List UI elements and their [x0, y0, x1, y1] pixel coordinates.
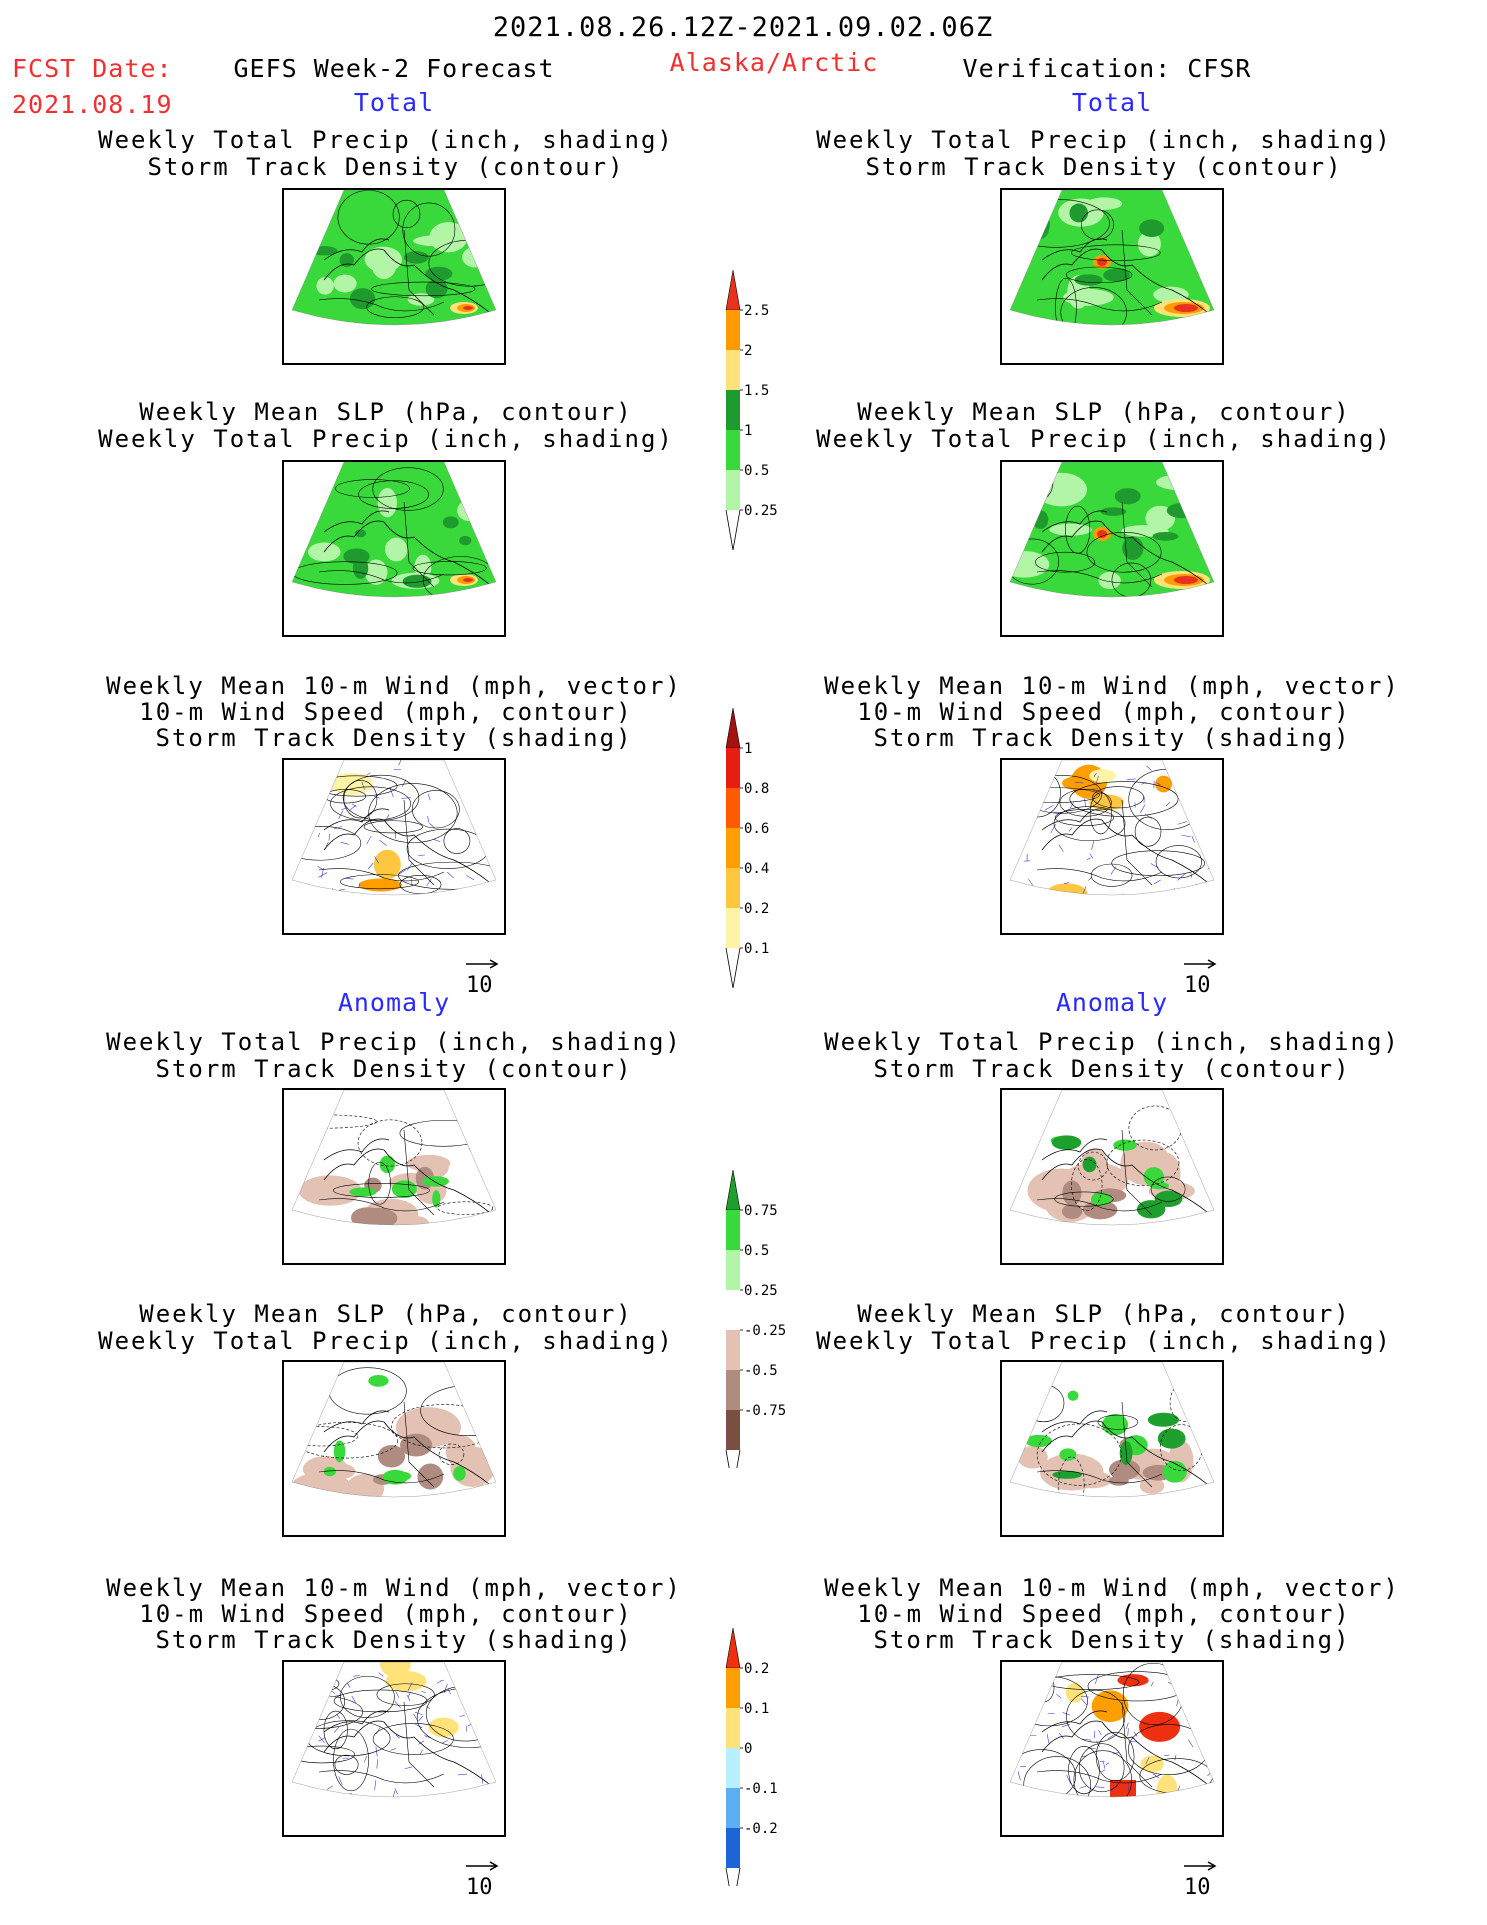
colorbar-tick-label: 0.5: [744, 463, 769, 479]
map-forecast-wind-track: [282, 758, 506, 935]
title-r3-c: Storm Track Density (shading): [873, 724, 1351, 752]
colorbar-tick-label: 0.5: [744, 1243, 769, 1259]
title-r5-a: Weekly Mean SLP (hPa, contour): [857, 1300, 1351, 1328]
title-l3-c: Storm Track Density (shading): [155, 724, 633, 752]
section-total-left: Total: [353, 88, 435, 117]
vector-ref-l3: 10: [466, 959, 499, 998]
title-r1-b: Storm Track Density (contour): [865, 153, 1343, 181]
colorbar-tick-label: -0.75: [744, 1403, 786, 1419]
section-anomaly-left: Anomaly: [337, 988, 451, 1017]
map-forecast-slp-precip: [282, 460, 506, 637]
colorbar-precip-total: 2.5 2 1.5 1 0.5 0.25: [725, 269, 778, 551]
fcst-date-value: 2021.08.19: [12, 90, 173, 119]
title-r2-b: Weekly Total Precip (inch, shading): [816, 425, 1392, 453]
colorbar-tick-label: 2.5: [744, 303, 769, 319]
title-l2-a: Weekly Mean SLP (hPa, contour): [139, 398, 633, 426]
map-verif-wind-anom: [1000, 1660, 1224, 1837]
title-l3-a: Weekly Mean 10-m Wind (mph, vector): [106, 672, 682, 700]
title-l3-b: 10-m Wind Speed (mph, contour): [139, 698, 633, 726]
colorbar-track-total: 1 0.8 0.6 0.4 0.2 0.1: [725, 707, 769, 989]
vector-ref-label: 10: [1184, 973, 1211, 998]
vector-ref-label: 10: [1184, 1875, 1211, 1900]
title-r5-b: Weekly Total Precip (inch, shading): [816, 1327, 1392, 1355]
region-title: Alaska/Arctic: [669, 48, 879, 77]
title-l1-a: Weekly Total Precip (inch, shading): [98, 126, 674, 154]
colorbar-tick-label: 0.25: [744, 1283, 778, 1299]
map-forecast-slp-anom: [282, 1360, 506, 1537]
map-verif-precip-track: [1000, 188, 1224, 365]
colorbar-tick-label: -0.2: [744, 1821, 778, 1837]
title-r2-a: Weekly Mean SLP (hPa, contour): [857, 398, 1351, 426]
map-verif-wind-track: [1000, 758, 1224, 935]
colorbar-tick-label: 0.2: [744, 901, 769, 917]
map-forecast-wind-anom: [282, 1660, 506, 1837]
colorbar-tick-label: -0.1: [744, 1781, 778, 1797]
colorbar-tick-label: 0.2: [744, 1661, 769, 1677]
map-verif-precip-anom: [1000, 1088, 1224, 1265]
title-r6-c: Storm Track Density (shading): [873, 1626, 1351, 1654]
vector-ref-r3: 10: [1184, 959, 1217, 998]
map-verif-slp-precip: [1000, 460, 1224, 637]
fcst-date-label: FCST Date:: [12, 54, 173, 83]
title-r4-a: Weekly Total Precip (inch, shading): [824, 1028, 1400, 1056]
title-l6-b: 10-m Wind Speed (mph, contour): [139, 1600, 633, 1628]
date-range-title: 2021.08.26.12Z-2021.09.02.06Z: [492, 12, 994, 43]
map-forecast-precip-track: [282, 188, 506, 365]
right-column-title: Verification: CFSR: [962, 54, 1252, 83]
map-forecast-precip-anom: [282, 1088, 506, 1265]
title-l6-c: Storm Track Density (shading): [155, 1626, 633, 1654]
colorbar-tick-label: 0.1: [744, 941, 769, 957]
title-r3-b: 10-m Wind Speed (mph, contour): [857, 698, 1351, 726]
vector-ref-r6: 10: [1184, 1861, 1217, 1900]
title-l5-a: Weekly Mean SLP (hPa, contour): [139, 1300, 633, 1328]
vector-ref-label: 10: [466, 973, 493, 998]
title-l4-b: Storm Track Density (contour): [155, 1055, 633, 1083]
title-l4-a: Weekly Total Precip (inch, shading): [106, 1028, 682, 1056]
colorbar-tick-label: 1: [744, 423, 752, 439]
section-total-right: Total: [1071, 88, 1153, 117]
colorbar-tick-label: 0.8: [744, 781, 769, 797]
vector-ref-label: 10: [466, 1875, 493, 1900]
colorbar-tick-label: -0.5: [744, 1363, 778, 1379]
colorbar-tick-label: 2: [744, 343, 752, 359]
colorbar-tick-label: 0.75: [744, 1203, 778, 1219]
colorbar-track-anom: 0.2 0.1 0 -0.1 -0.2: [725, 1627, 778, 1886]
title-r6-a: Weekly Mean 10-m Wind (mph, vector): [824, 1574, 1400, 1602]
title-r3-a: Weekly Mean 10-m Wind (mph, vector): [824, 672, 1400, 700]
colorbar-precip-anom: 0.75 0.5 0.25 -0.25 -0.5 -0.75: [725, 1169, 786, 1468]
colorbar-tick-label: 1: [744, 741, 752, 757]
colorbar-tick-label: 0.1: [744, 1701, 769, 1717]
colorbar-tick-label: 0: [744, 1741, 752, 1757]
title-l5-b: Weekly Total Precip (inch, shading): [98, 1327, 674, 1355]
colorbar-tick-label: 0.4: [744, 861, 769, 877]
title-l2-b: Weekly Total Precip (inch, shading): [98, 425, 674, 453]
map-verif-slp-anom: [1000, 1360, 1224, 1537]
title-r4-b: Storm Track Density (contour): [873, 1055, 1351, 1083]
section-anomaly-right: Anomaly: [1055, 988, 1169, 1017]
colorbar-tick-label: 0.25: [744, 503, 778, 519]
left-column-title: GEFS Week-2 Forecast: [233, 54, 555, 83]
colorbar-tick-label: 0.6: [744, 821, 769, 837]
colorbar-tick-label: -0.25: [744, 1323, 786, 1339]
vector-ref-l6: 10: [466, 1861, 499, 1900]
title-l6-a: Weekly Mean 10-m Wind (mph, vector): [106, 1574, 682, 1602]
title-r6-b: 10-m Wind Speed (mph, contour): [857, 1600, 1351, 1628]
colorbar-tick-label: 1.5: [744, 383, 769, 399]
title-l1-b: Storm Track Density (contour): [147, 153, 625, 181]
title-r1-a: Weekly Total Precip (inch, shading): [816, 126, 1392, 154]
